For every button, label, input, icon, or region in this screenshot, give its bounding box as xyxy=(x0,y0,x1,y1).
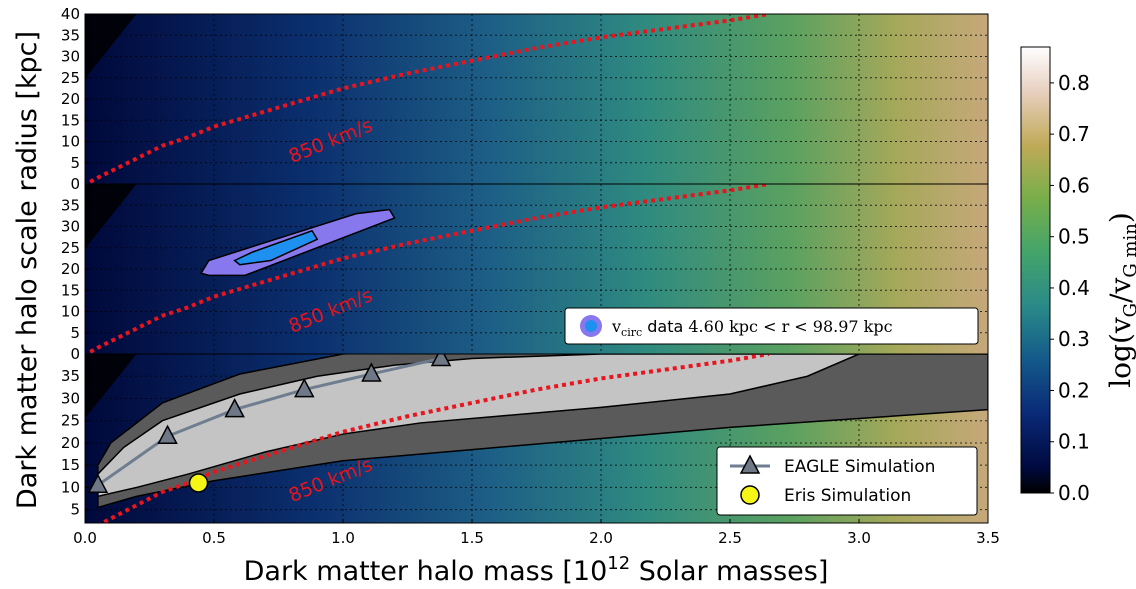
y-tick-label: 5 xyxy=(70,154,80,172)
heatmap-dark-region xyxy=(85,184,137,249)
eagle-point xyxy=(224,397,245,418)
x-tick-label: 1.0 xyxy=(331,529,355,547)
colorbar-tick-label: 0.8 xyxy=(1058,71,1090,95)
eagle-point xyxy=(361,362,382,382)
y-tick-label: 25 xyxy=(61,239,80,257)
y-tick-label: 10 xyxy=(61,478,80,496)
y-tick-label: 35 xyxy=(61,196,80,214)
data-contour-inner xyxy=(233,229,319,266)
y-tick-label: 0 xyxy=(70,175,80,193)
y-tick-label: 10 xyxy=(61,303,80,321)
y-tick-label: 35 xyxy=(61,26,80,44)
x-tick-label: 1.5 xyxy=(460,529,484,547)
y-tick-label: 30 xyxy=(61,389,80,407)
colorbar-label: log(vG/vG min) xyxy=(1104,212,1136,388)
x-axis-label: Dark matter halo mass [1012 Solar masses… xyxy=(244,553,829,587)
eagle-point xyxy=(430,354,452,367)
legend-eris-marker xyxy=(740,485,760,505)
colorbar-tick-label: 0.4 xyxy=(1058,276,1090,300)
x-tick-label: 0.5 xyxy=(202,529,226,547)
y-tick-label: 35 xyxy=(61,367,80,385)
y-tick-label: 25 xyxy=(61,69,80,87)
y-tick-label: 20 xyxy=(61,90,80,108)
x-tick-label: 3.5 xyxy=(976,529,1000,547)
y-tick-label: 20 xyxy=(61,260,80,278)
y-tick-label: 15 xyxy=(61,111,80,129)
x-axis: 0.0 0.5 1.0 1.5 2.0 2.5 3.0 3.5 xyxy=(73,519,1000,547)
legend-vcirc-label: vcirc data 4.60 kpc < r < 98.97 kpc xyxy=(611,317,893,339)
legend-box xyxy=(564,307,979,345)
colorbar-tick-label: 0.2 xyxy=(1058,378,1090,402)
y-tick-label: 15 xyxy=(61,281,80,299)
panel-plot-area: 850 km/s xyxy=(85,14,988,184)
curve-850-kms xyxy=(97,354,770,523)
colorbar-tick-label: 0.0 xyxy=(1058,481,1090,505)
y-tick-label: 30 xyxy=(61,218,80,236)
y-tick-label: 15 xyxy=(61,456,80,474)
colorbar: 0.0 0.1 0.2 0.3 0.4 0.5 0.6 0.7 0.8 xyxy=(1020,46,1090,505)
eagle-point xyxy=(157,424,178,445)
eris-point xyxy=(188,473,209,493)
colorbar-tick-label: 0.7 xyxy=(1058,122,1090,146)
eagle-point xyxy=(87,473,109,493)
y-tick-label: 5 xyxy=(70,501,80,519)
y-axis-label: Dark matter halo scale radius [kpc] xyxy=(12,31,43,509)
y-tick-label: 0 xyxy=(70,345,80,363)
legend-box xyxy=(716,446,978,516)
x-tick-label: 0.0 xyxy=(73,529,97,547)
legend-simulations: EAGLE Simulation Eris Simulation xyxy=(716,446,978,516)
y-tick-label: 30 xyxy=(61,48,80,66)
panel-top: 850 km/s xyxy=(84,13,989,185)
panel-frame xyxy=(84,353,989,524)
panel-middle: 850 km/s vcirc data 4.60 kpc < r < 98.97 … xyxy=(84,183,989,355)
x-tick-label: 2.5 xyxy=(718,529,742,547)
colorbar-tick-label: 0.6 xyxy=(1058,173,1090,197)
colorbar-gradient xyxy=(1020,46,1051,494)
y-tick-label: 25 xyxy=(61,412,80,430)
y-axis-ticks: 0 5 10 15 20 25 30 35 40 0 5 10 15 20 25 30 35 5 10 15 20 25 3… xyxy=(61,5,89,519)
heatmap-dark-region xyxy=(85,354,137,419)
eagle-point xyxy=(294,377,315,398)
colorbar-tick-label: 0.3 xyxy=(1058,327,1090,351)
x-tick-label: 2.0 xyxy=(589,529,613,547)
legend-marker-inner xyxy=(585,320,597,332)
y-tick-label: 10 xyxy=(61,133,80,151)
eagle-inner-band xyxy=(97,354,988,498)
legend-eagle-label: EAGLE Simulation xyxy=(784,457,935,477)
y-tick-label: 5 xyxy=(70,324,80,342)
y-tick-label: 20 xyxy=(61,434,80,452)
legend-eagle-marker xyxy=(739,454,761,474)
legend-vcirc: vcirc data 4.60 kpc < r < 98.97 kpc xyxy=(564,307,979,345)
colorbar-tick-label: 0.1 xyxy=(1058,430,1090,454)
y-tick-label: 40 xyxy=(61,5,80,23)
x-tick-label: 3.0 xyxy=(847,529,871,547)
eagle-line xyxy=(97,356,442,487)
colorbar-tick-label: 0.5 xyxy=(1058,225,1090,249)
heatmap-dark-region xyxy=(85,14,137,79)
legend-eris-label: Eris Simulation xyxy=(784,486,911,506)
